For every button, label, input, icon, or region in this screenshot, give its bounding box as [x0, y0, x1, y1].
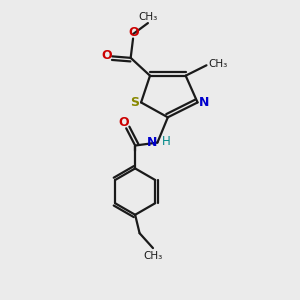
Text: O: O: [118, 116, 129, 129]
Text: O: O: [128, 26, 139, 39]
Text: N: N: [199, 96, 209, 109]
Text: N: N: [147, 136, 157, 149]
Text: CH₃: CH₃: [208, 59, 227, 69]
Text: H: H: [161, 135, 170, 148]
Text: S: S: [130, 96, 139, 109]
Text: CH₃: CH₃: [143, 250, 163, 260]
Text: O: O: [101, 49, 112, 62]
Text: CH₃: CH₃: [138, 11, 158, 22]
